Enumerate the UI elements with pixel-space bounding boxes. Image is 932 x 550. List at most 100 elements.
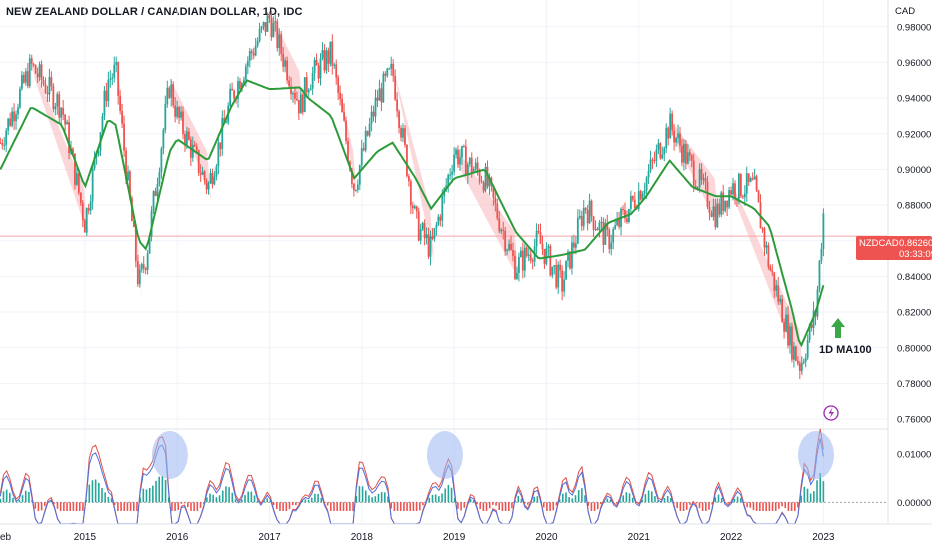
candle-body [435, 224, 438, 229]
histogram-bar [53, 502, 56, 504]
candle-body [160, 148, 163, 173]
candle-body [761, 228, 764, 230]
candle-body [738, 173, 740, 200]
candle-body [578, 215, 581, 218]
histogram-bar [720, 497, 723, 503]
time-axis[interactable]: eb 2015 2016 2017 2018 2019 2020 2021 2022 2023 [0, 532, 835, 543]
candle-body [213, 176, 216, 185]
time-tick-label: eb [0, 532, 12, 543]
candle-body [280, 34, 283, 55]
candle-body [643, 190, 646, 194]
candle-body [34, 65, 37, 74]
candle-body [352, 183, 355, 191]
candle-body [354, 189, 357, 191]
candle-body [388, 68, 391, 70]
candle-body [411, 205, 414, 209]
candle-body [508, 243, 510, 250]
candle-body [822, 213, 825, 249]
candle-body [58, 94, 61, 118]
candle-body [449, 174, 452, 176]
histogram-bar [768, 502, 771, 511]
candle-body [474, 162, 477, 169]
candle-body [321, 50, 324, 59]
histogram-bar [371, 497, 373, 503]
histogram-bar [638, 502, 640, 504]
candle-body [565, 260, 567, 280]
candle-body [631, 196, 634, 200]
candle-body [258, 29, 261, 41]
candle-body [311, 73, 314, 89]
candle-body [233, 90, 235, 99]
candle-body [136, 261, 139, 285]
histogram-bar [695, 502, 698, 504]
candle-body [745, 173, 748, 194]
lightning-icon[interactable] [823, 405, 839, 421]
downtrend-region [31, 59, 88, 235]
histogram-bar [167, 497, 170, 503]
candle-body [331, 41, 334, 66]
candle-body [545, 247, 548, 264]
candle-body [246, 60, 249, 67]
candle-body [174, 105, 177, 117]
candle-body [757, 190, 760, 203]
histogram-bar [628, 493, 631, 503]
candle-body [730, 190, 732, 195]
candle-body [492, 185, 495, 198]
candle-body [510, 243, 512, 250]
histogram-bar [412, 502, 415, 511]
candle-body [433, 228, 436, 239]
histogram-bar [295, 502, 297, 506]
histogram-bar [654, 496, 656, 503]
histogram-bar [342, 502, 345, 511]
price-axis-currency: CAD [895, 6, 915, 17]
histogram-bar [520, 498, 523, 503]
candle-body [651, 159, 654, 161]
candle-body [598, 222, 601, 231]
histogram-bar [685, 502, 688, 510]
price-axis[interactable]: 0.98000 0.96000 0.94000 0.92000 0.90000 0.880… [897, 22, 931, 425]
candle-body [618, 218, 620, 227]
histogram-bar [291, 502, 294, 506]
candle-body [134, 226, 137, 262]
time-tick-label: 2021 [628, 532, 651, 543]
histogram-bar [132, 502, 135, 511]
candle-body [663, 148, 666, 155]
candle-body [211, 173, 214, 185]
candle-body [441, 196, 444, 221]
candle-body [494, 197, 497, 204]
oscillator-axis[interactable]: 0.01000 0.00000 [897, 450, 931, 509]
candle-body [360, 148, 363, 166]
histogram-bar [504, 502, 507, 511]
candle-body [15, 114, 17, 122]
candle-body [150, 210, 153, 237]
histogram-bar [536, 496, 539, 503]
candle-body [641, 193, 644, 200]
candle-body [519, 250, 522, 258]
histogram-bar [28, 491, 30, 503]
candle-body [347, 141, 349, 162]
peak-highlight [151, 431, 188, 479]
candle-body [557, 264, 560, 288]
candle-body [673, 130, 675, 143]
candle-body [394, 75, 397, 100]
histogram-bar [279, 502, 281, 511]
histogram-bar [705, 502, 707, 511]
histogram-bar [625, 492, 628, 503]
candle-body [36, 73, 39, 78]
histogram-bar [253, 495, 256, 503]
ma100-line [0, 79, 825, 348]
candle-body [789, 326, 791, 346]
histogram-bar [126, 502, 129, 511]
candle-body [765, 245, 768, 248]
candle-body [209, 173, 212, 184]
histogram-bar [790, 502, 793, 511]
candle-body [476, 162, 479, 171]
histogram-bar [561, 493, 564, 503]
histogram-bar [94, 479, 97, 503]
histogram-bar [746, 502, 748, 508]
candle-body [624, 210, 626, 219]
histogram-bar [225, 486, 227, 503]
histogram-bar [190, 502, 192, 511]
histogram-bar [139, 497, 141, 503]
